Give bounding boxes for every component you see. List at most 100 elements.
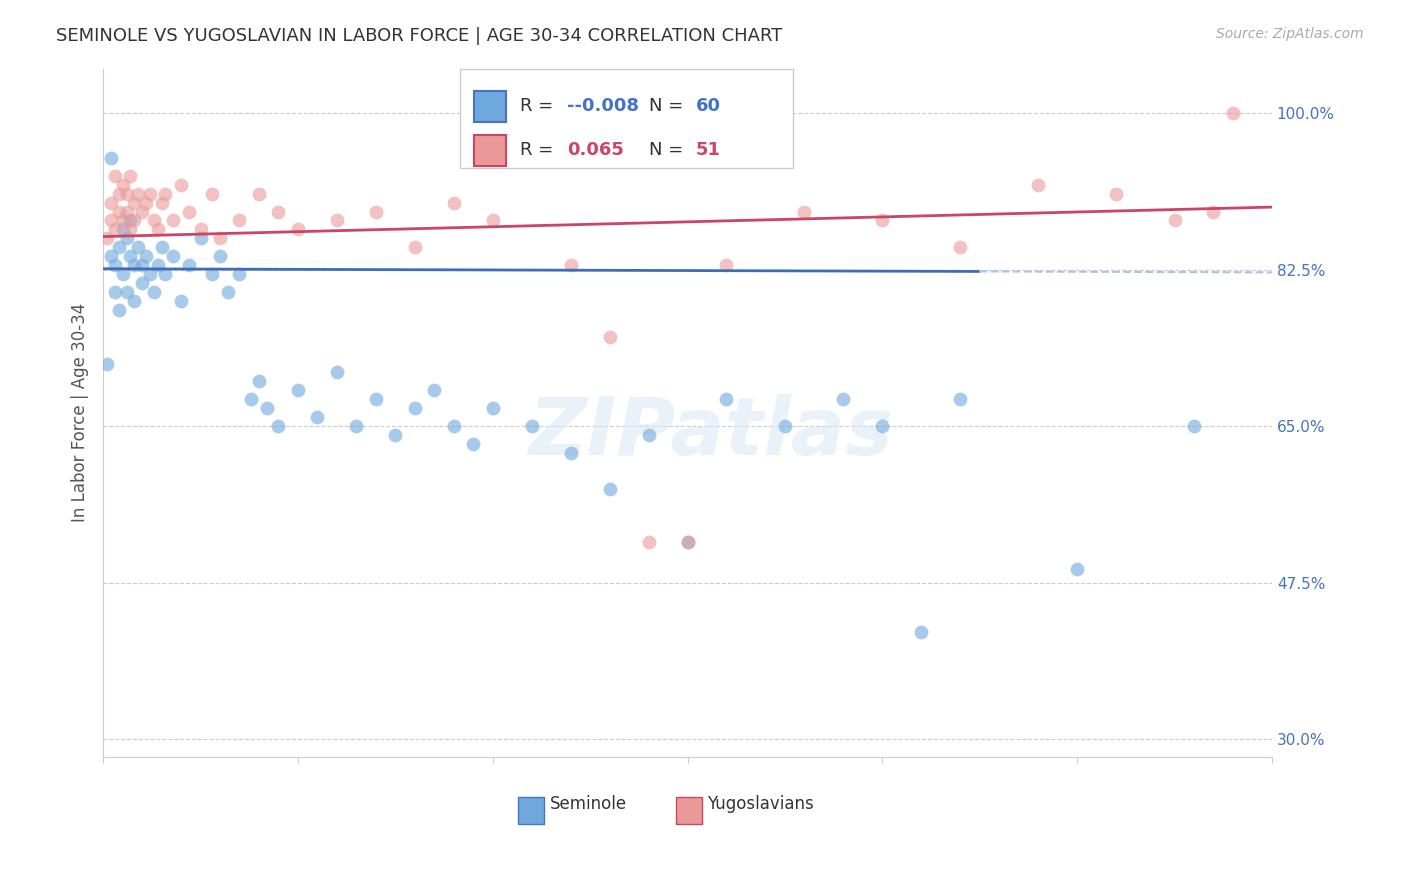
- FancyBboxPatch shape: [474, 91, 506, 122]
- Point: [111, 267, 134, 281]
- Point: [676, 535, 699, 549]
- Point: [599, 482, 621, 496]
- Point: [404, 401, 426, 416]
- Point: [107, 186, 129, 201]
- Point: [150, 240, 173, 254]
- Point: [124, 293, 146, 308]
- Point: [131, 258, 153, 272]
- Point: [150, 195, 173, 210]
- Point: [384, 428, 406, 442]
- Point: [344, 419, 367, 434]
- Point: [307, 410, 329, 425]
- Point: [443, 419, 465, 434]
- Point: [111, 222, 134, 236]
- Point: [115, 204, 138, 219]
- Point: [481, 213, 503, 227]
- Text: 60: 60: [696, 97, 721, 115]
- Point: [247, 186, 270, 201]
- Point: [190, 222, 212, 236]
- Point: [1222, 106, 1244, 120]
- Point: [949, 240, 972, 254]
- Point: [131, 204, 153, 219]
- Point: [146, 258, 169, 272]
- Text: N =: N =: [650, 97, 689, 115]
- Point: [326, 366, 349, 380]
- Point: [107, 240, 129, 254]
- Point: [104, 258, 127, 272]
- Point: [127, 186, 149, 201]
- Point: [793, 204, 815, 219]
- Point: [135, 249, 157, 263]
- Point: [208, 249, 231, 263]
- Point: [240, 392, 263, 407]
- Point: [120, 249, 142, 263]
- Point: [1066, 562, 1088, 576]
- Point: [146, 222, 169, 236]
- FancyBboxPatch shape: [676, 797, 702, 823]
- Point: [716, 392, 738, 407]
- Point: [170, 293, 193, 308]
- Point: [139, 267, 162, 281]
- Point: [256, 401, 278, 416]
- Point: [716, 258, 738, 272]
- Point: [115, 186, 138, 201]
- Point: [208, 231, 231, 245]
- Point: [1202, 204, 1225, 219]
- Point: [177, 258, 200, 272]
- Text: 51: 51: [696, 141, 721, 160]
- Point: [120, 213, 142, 227]
- Point: [107, 302, 129, 317]
- Point: [170, 178, 193, 192]
- FancyBboxPatch shape: [517, 797, 544, 823]
- Point: [162, 213, 184, 227]
- Point: [910, 624, 932, 639]
- Point: [124, 213, 146, 227]
- Point: [404, 240, 426, 254]
- Point: [443, 195, 465, 210]
- Text: --0.008: --0.008: [567, 97, 640, 115]
- Point: [162, 249, 184, 263]
- Text: SEMINOLE VS YUGOSLAVIAN IN LABOR FORCE | AGE 30-34 CORRELATION CHART: SEMINOLE VS YUGOSLAVIAN IN LABOR FORCE |…: [56, 27, 783, 45]
- Point: [124, 258, 146, 272]
- Point: [115, 285, 138, 299]
- Point: [599, 329, 621, 343]
- FancyBboxPatch shape: [474, 135, 506, 166]
- Point: [872, 419, 894, 434]
- Point: [463, 437, 485, 451]
- Point: [520, 419, 543, 434]
- Point: [96, 231, 118, 245]
- Text: Source: ZipAtlas.com: Source: ZipAtlas.com: [1216, 27, 1364, 41]
- Text: R =: R =: [520, 97, 560, 115]
- Text: N =: N =: [650, 141, 689, 160]
- Point: [201, 267, 224, 281]
- Point: [139, 186, 162, 201]
- Point: [201, 186, 224, 201]
- Point: [228, 213, 250, 227]
- Point: [676, 535, 699, 549]
- Point: [832, 392, 855, 407]
- Point: [364, 204, 387, 219]
- Point: [131, 276, 153, 290]
- Point: [100, 249, 122, 263]
- Point: [1182, 419, 1205, 434]
- Point: [423, 384, 446, 398]
- Point: [560, 258, 582, 272]
- Point: [637, 535, 659, 549]
- Point: [155, 186, 177, 201]
- Point: [177, 204, 200, 219]
- Point: [120, 222, 142, 236]
- Point: [773, 419, 796, 434]
- Point: [267, 204, 290, 219]
- Point: [100, 195, 122, 210]
- Point: [364, 392, 387, 407]
- Point: [287, 222, 309, 236]
- Point: [135, 195, 157, 210]
- Point: [637, 428, 659, 442]
- Point: [107, 204, 129, 219]
- Point: [111, 178, 134, 192]
- Point: [104, 222, 127, 236]
- Text: R =: R =: [520, 141, 560, 160]
- Point: [104, 285, 127, 299]
- Point: [1163, 213, 1185, 227]
- Point: [481, 401, 503, 416]
